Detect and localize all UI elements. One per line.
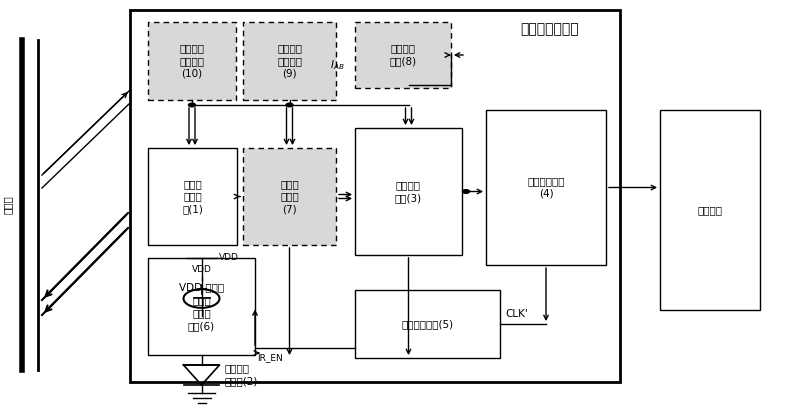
Circle shape <box>462 190 470 193</box>
Text: VDD 红外发
光二极
管驱动
电路(6): VDD 红外发 光二极 管驱动 电路(6) <box>179 282 224 331</box>
Bar <box>243 22 336 100</box>
Bar <box>355 128 462 255</box>
Text: CLK': CLK' <box>505 309 528 319</box>
Text: 微处理器: 微处理器 <box>698 205 722 215</box>
Text: 数模转换
电路(8): 数模转换 电路(8) <box>390 44 417 66</box>
Circle shape <box>286 103 293 107</box>
Bar <box>355 290 500 358</box>
Text: 数据存储电路
(4): 数据存储电路 (4) <box>527 176 565 199</box>
Bar <box>355 22 451 88</box>
Circle shape <box>189 103 195 107</box>
Bar <box>660 110 760 310</box>
Text: 时序控制电路(5): 时序控制电路(5) <box>402 319 454 329</box>
Text: IR_EN: IR_EN <box>257 353 282 362</box>
Text: 红外接近传感器: 红外接近传感器 <box>521 22 579 36</box>
Text: VDD: VDD <box>191 266 211 274</box>
Bar <box>148 22 236 100</box>
Bar <box>486 110 606 265</box>
Text: 红外发光
二极管(2): 红外发光 二极管(2) <box>225 364 258 386</box>
Text: 光电二
极管电
路(1): 光电二 极管电 路(1) <box>182 179 203 214</box>
Bar <box>148 258 255 355</box>
Bar <box>148 148 237 245</box>
Text: 基准电压
产生电路
(9): 基准电压 产生电路 (9) <box>277 43 302 79</box>
Text: 基准电流
产生电路
(10): 基准电流 产生电路 (10) <box>179 43 205 79</box>
Text: 电流控
制电路
(7): 电流控 制电路 (7) <box>280 179 299 214</box>
Text: VDD: VDD <box>218 254 238 263</box>
Text: $I_{AB}$: $I_{AB}$ <box>330 58 344 72</box>
Bar <box>243 148 336 245</box>
Bar <box>130 10 620 382</box>
Text: 模数转换
电路(3): 模数转换 电路(3) <box>395 180 422 203</box>
Text: 被测物: 被测物 <box>3 195 13 215</box>
